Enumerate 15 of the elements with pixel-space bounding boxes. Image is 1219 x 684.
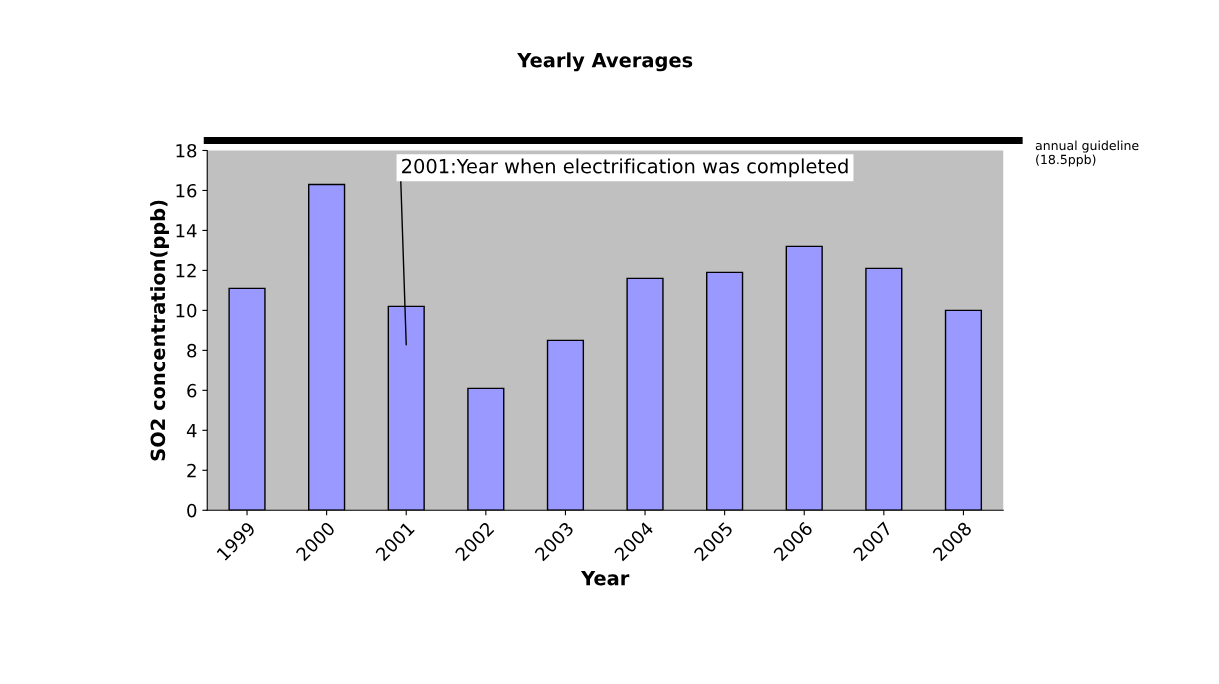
annotation: 2001:Year when electrification was completed bbox=[402, 158, 848, 178]
chart-title: Yearly Averages bbox=[517, 52, 693, 72]
y-tick-label: 18 bbox=[176, 143, 197, 158]
y-tick-label: 10 bbox=[176, 303, 197, 318]
y-tick-label: 6 bbox=[187, 383, 197, 398]
y-tick-label: 8 bbox=[187, 343, 197, 358]
y-axis-title: SO2 concentration(ppb) bbox=[150, 200, 169, 461]
y-tick-label: 4 bbox=[186, 424, 197, 438]
y-tick-label: 12 bbox=[176, 263, 196, 278]
y-tick-label: 0 bbox=[187, 503, 197, 518]
y-tick-label: 14 bbox=[176, 224, 197, 238]
ref-line-label: annual guideline (18.5ppb) bbox=[1035, 140, 1139, 167]
x-axis-title: Year bbox=[580, 570, 630, 586]
y-tick-label: 16 bbox=[176, 183, 197, 198]
y-tick-label: 2 bbox=[187, 463, 196, 478]
